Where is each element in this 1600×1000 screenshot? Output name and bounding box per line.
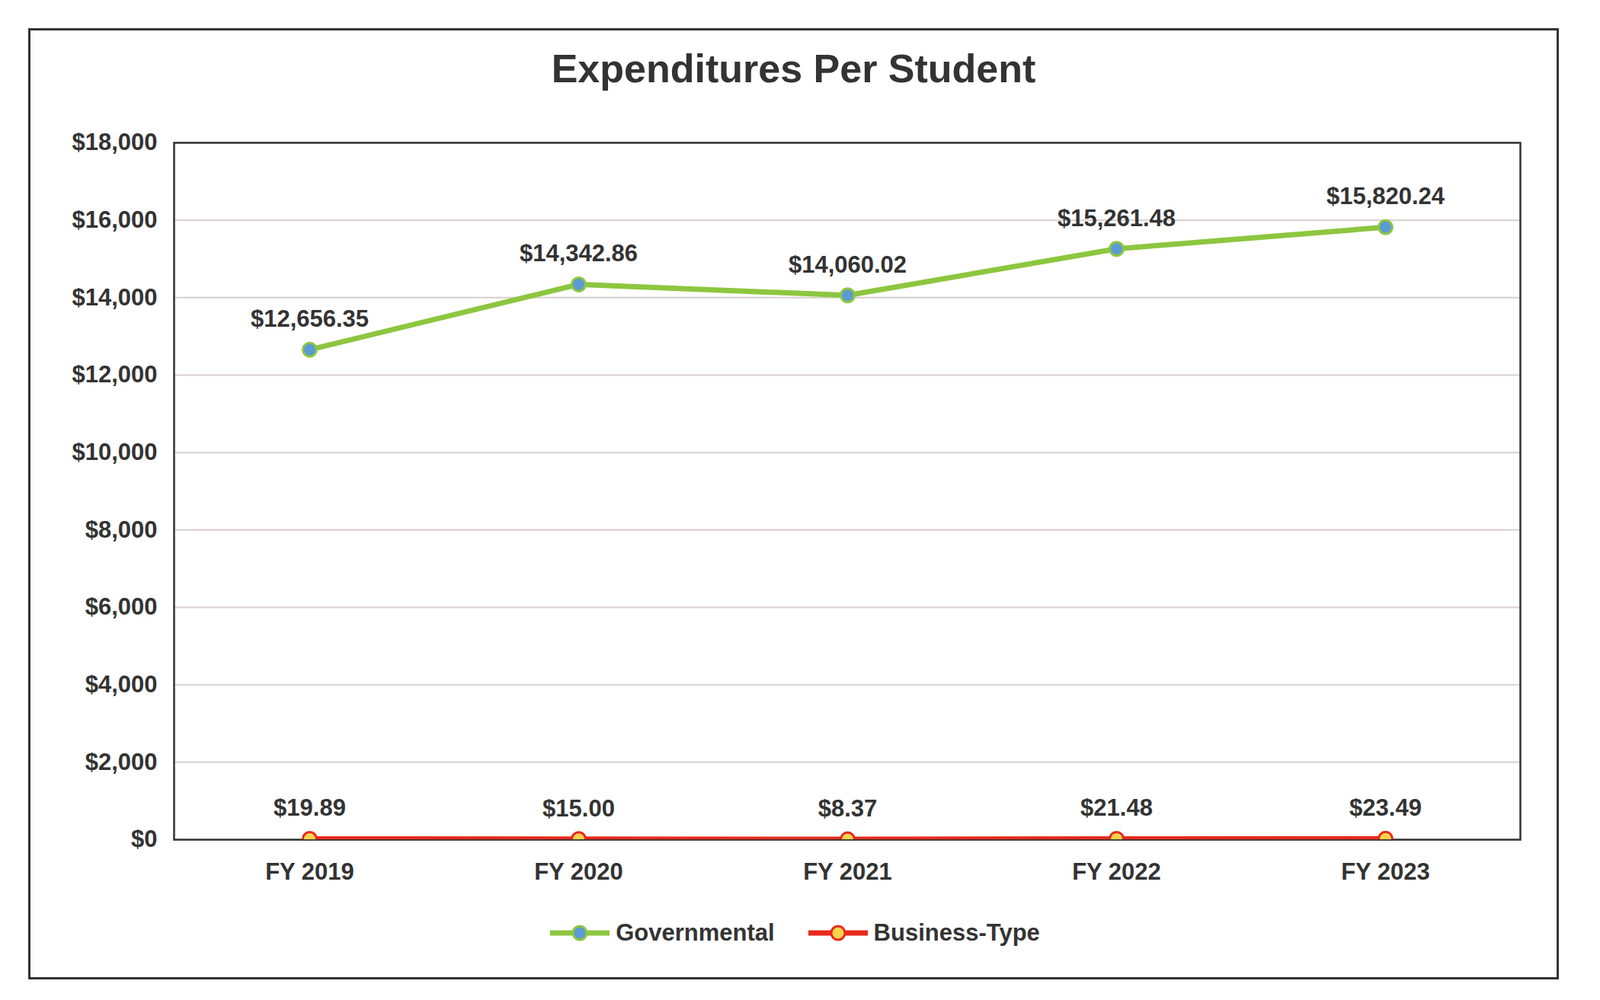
svg-text:$2,000: $2,000 bbox=[85, 748, 158, 776]
svg-text:$6,000: $6,000 bbox=[85, 593, 158, 621]
svg-text:$15,820.24: $15,820.24 bbox=[1326, 182, 1446, 210]
html-text:Expenditures Per Student: Expenditures Per Student bbox=[551, 46, 1036, 91]
svg-text:$8.37: $8.37 bbox=[818, 795, 878, 823]
svg-text:$12,656.35: $12,656.35 bbox=[250, 305, 369, 333]
svg-text:$14,000: $14,000 bbox=[71, 284, 157, 311]
svg-text:$10,000: $10,000 bbox=[71, 438, 157, 466]
svg-text:$14,060.02: $14,060.02 bbox=[788, 251, 907, 279]
svg-text:FY 2023: FY 2023 bbox=[1340, 858, 1431, 886]
svg-text:FY 2022: FY 2022 bbox=[1072, 858, 1162, 886]
svg-text:FY 2019: FY 2019 bbox=[265, 858, 355, 886]
svg-text:$14,342.86: $14,342.86 bbox=[519, 240, 638, 267]
html-text:Governmental: Governmental bbox=[615, 919, 775, 947]
svg-text:$15,261.48: $15,261.48 bbox=[1057, 204, 1176, 232]
svg-text:$23.49: $23.49 bbox=[1349, 794, 1422, 822]
svg-text:$15.00: $15.00 bbox=[542, 795, 615, 823]
svg-text:$8,000: $8,000 bbox=[85, 516, 158, 544]
svg-text:FY 2021: FY 2021 bbox=[803, 858, 893, 886]
svg-text:$18,000: $18,000 bbox=[71, 128, 157, 156]
svg-text:$19.89: $19.89 bbox=[273, 794, 346, 822]
svg-text:$0: $0 bbox=[131, 825, 157, 853]
svg-text:$16,000: $16,000 bbox=[71, 206, 157, 234]
svg-text:$12,000: $12,000 bbox=[71, 361, 157, 388]
html-text:Business-Type: Business-Type bbox=[873, 919, 1040, 947]
svg-text:$4,000: $4,000 bbox=[85, 671, 158, 698]
svg-text:FY 2020: FY 2020 bbox=[534, 858, 624, 886]
svg-text:$21.48: $21.48 bbox=[1080, 794, 1153, 822]
